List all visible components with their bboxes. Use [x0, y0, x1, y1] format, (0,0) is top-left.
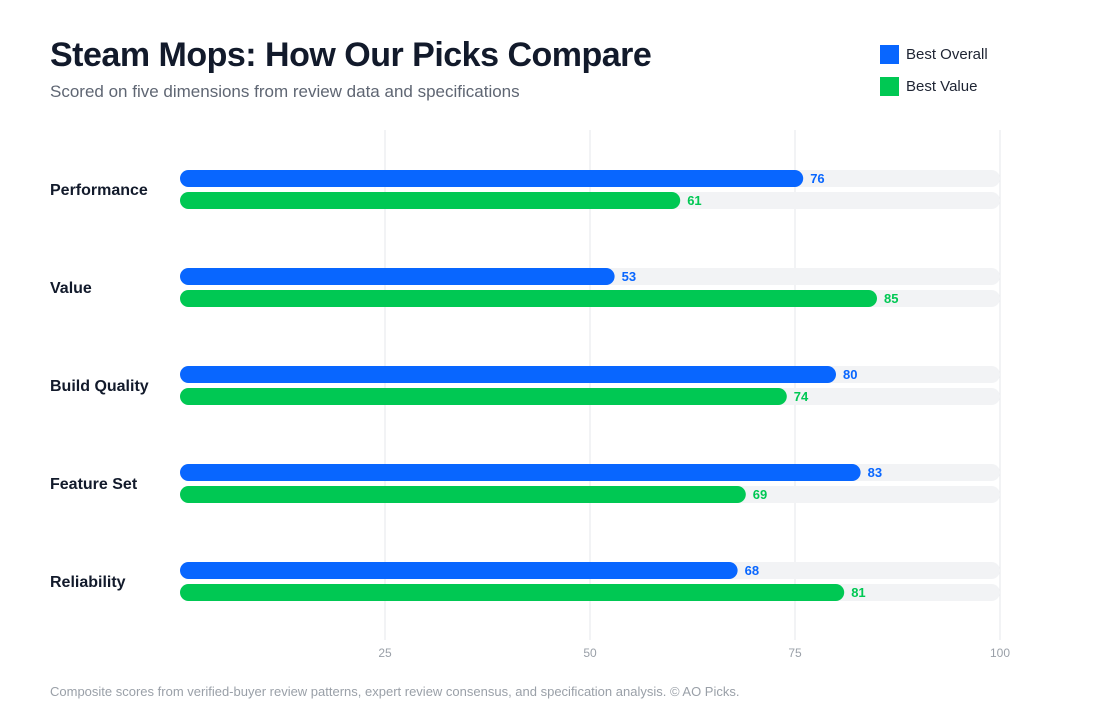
legend-label-best-value: Best Value: [906, 77, 978, 95]
data-label-reliability-best-value: 81: [851, 585, 865, 600]
x-tick-label-50: 50: [583, 646, 597, 660]
data-label-build-quality-best-value: 74: [794, 389, 809, 404]
category-label-feature-set: Feature Set: [50, 476, 138, 493]
chart-title: Steam Mops: How Our Picks Compare: [50, 36, 652, 74]
bar-build-quality-best-overall: [180, 366, 836, 383]
bar-reliability-best-value: [180, 584, 845, 601]
bar-value-best-overall: [180, 268, 615, 285]
bar-performance-best-overall: [180, 170, 804, 187]
data-label-feature-set-best-overall: 83: [868, 465, 882, 480]
data-label-feature-set-best-value: 69: [753, 487, 767, 502]
legend: Best Overall Best Value: [880, 44, 988, 108]
bar-feature-set-best-value: [180, 486, 746, 503]
category-label-value: Value: [50, 280, 92, 297]
category-label-reliability: Reliability: [50, 574, 126, 591]
bar-value-best-value: [180, 290, 877, 307]
bar-performance-best-value: [180, 192, 681, 209]
data-label-performance-best-overall: 76: [810, 171, 824, 186]
data-label-build-quality-best-overall: 80: [843, 367, 857, 382]
x-tick-label-75: 75: [788, 646, 802, 660]
category-label-build-quality: Build Quality: [50, 378, 149, 395]
data-label-reliability-best-overall: 68: [745, 563, 759, 578]
bar-build-quality-best-value: [180, 388, 787, 405]
data-label-value-best-overall: 53: [622, 269, 636, 284]
x-tick-label-25: 25: [378, 646, 392, 660]
data-label-value-best-value: 85: [884, 291, 898, 306]
footnote: Composite scores from verified-buyer rev…: [50, 684, 740, 699]
legend-swatch-best-value: [880, 76, 899, 96]
bar-feature-set-best-overall: [180, 464, 861, 481]
legend-item-best-value: Best Value: [880, 76, 988, 96]
x-tick-label-100: 100: [990, 646, 1010, 660]
category-label-performance: Performance: [50, 182, 148, 199]
chart-subtitle: Scored on five dimensions from review da…: [50, 82, 520, 101]
legend-label-best-overall: Best Overall: [906, 45, 988, 63]
data-label-performance-best-value: 61: [687, 193, 701, 208]
legend-item-best-overall: Best Overall: [880, 44, 988, 64]
legend-swatch-best-overall: [880, 44, 899, 64]
bar-reliability-best-overall: [180, 562, 738, 579]
